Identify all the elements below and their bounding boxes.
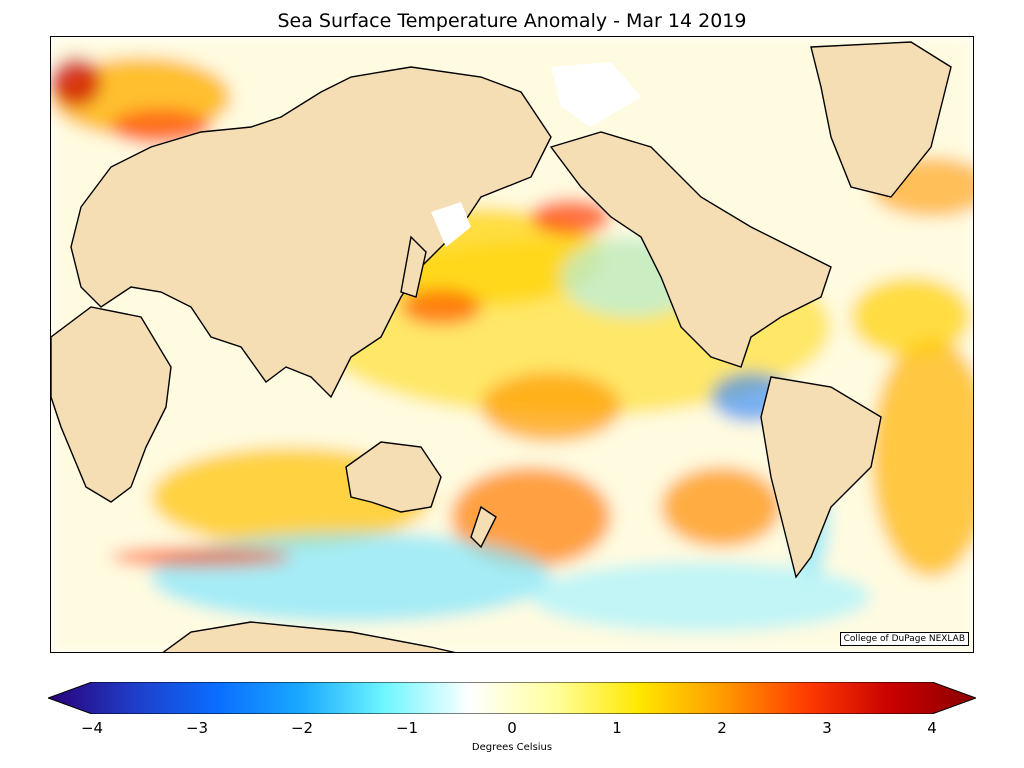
australia — [345, 441, 442, 513]
colorbar-tick-label: −1 — [395, 719, 419, 737]
colorbar-tick-label: −4 — [80, 719, 104, 737]
south-america — [760, 376, 882, 579]
colorbar-tick-label: 4 — [927, 719, 937, 737]
colorbar-tick-label: −2 — [290, 719, 314, 737]
new-zealand — [470, 505, 497, 549]
colorbar-label: Degrees Celsius — [471, 742, 553, 753]
chart-title: Sea Surface Temperature Anomaly - Mar 14… — [277, 10, 747, 32]
colorbar-tick-label: 3 — [822, 719, 832, 737]
map-canvas — [51, 37, 973, 652]
north-america — [549, 131, 832, 368]
antarctica — [162, 621, 456, 652]
japan — [400, 235, 427, 298]
ice-regions — [431, 62, 641, 247]
colorbar-tick-label: 0 — [507, 719, 517, 737]
colorbar-tick-label: −3 — [185, 719, 209, 737]
colorbar-tick-label: 2 — [717, 719, 727, 737]
greenland — [810, 41, 952, 198]
colorbar-tick-label: 1 — [612, 719, 622, 737]
colorbar — [48, 682, 976, 714]
colorbar-bar — [48, 682, 976, 714]
land-masses — [51, 41, 952, 652]
africa — [51, 306, 172, 503]
credit-label: College of DuPage NEXLAB — [839, 632, 969, 646]
sst-anomaly-map: College of DuPage NEXLAB — [50, 36, 974, 653]
